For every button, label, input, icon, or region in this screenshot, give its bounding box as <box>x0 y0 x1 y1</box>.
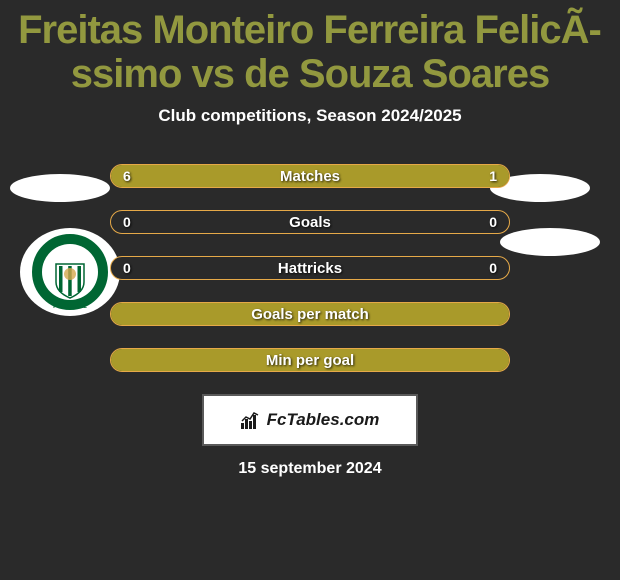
stat-bar-goals-per-match: Goals per match <box>110 302 510 326</box>
stat-bar-hattricks: 00Hattricks <box>110 256 510 280</box>
stat-label: Goals per match <box>111 303 509 325</box>
stat-label: Matches <box>111 165 509 187</box>
stat-label: Hattricks <box>111 257 509 279</box>
svg-text:SCP: SCP <box>57 244 84 259</box>
subtitle: Club competitions, Season 2024/2025 <box>0 106 620 126</box>
stat-label: Min per goal <box>111 349 509 371</box>
date-label: 15 september 2024 <box>0 460 620 478</box>
stat-bar-matches: 61Matches <box>110 164 510 188</box>
stat-bar-min-per-goal: Min per goal <box>110 348 510 372</box>
svg-text:PORTUGAL: PORTUGAL <box>53 304 87 310</box>
comparison-chart: SCP PORTUGAL 61Matches 00Goals 00Hattricks… <box>0 146 620 372</box>
fctables-text: FcTables.com <box>267 410 380 430</box>
fctables-logo: FcTables.com <box>202 394 418 446</box>
right-player-ellipse-2 <box>500 228 600 256</box>
stat-bar-goals: 00Goals <box>110 210 510 234</box>
stat-bars: 61Matches 00Goals 00Hattricks Goals per mat… <box>110 146 510 372</box>
stat-label: Goals <box>111 211 509 233</box>
left-player-ellipse <box>10 174 110 202</box>
page-title: Freitas Monteiro Ferreira FelicÃ­ssimo v… <box>0 0 620 96</box>
left-club-logo: SCP PORTUGAL <box>20 228 120 316</box>
